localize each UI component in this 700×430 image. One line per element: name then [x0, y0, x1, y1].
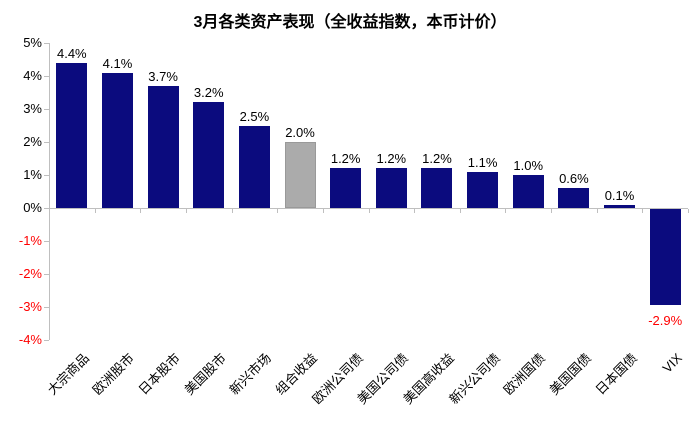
y-axis-label: 5% — [23, 35, 42, 50]
x-axis-tick — [322, 209, 324, 213]
bar-新兴市场 — [238, 125, 270, 208]
bar-value-label: 1.2% — [422, 151, 452, 167]
bar-美国公司债 — [375, 168, 407, 208]
bar-value-label: 1.2% — [376, 151, 407, 167]
x-axis-line — [49, 208, 688, 209]
bar-value-label: 2.5% — [239, 108, 270, 124]
bar-日本股市 — [147, 85, 179, 208]
y-axis-tick — [44, 340, 49, 341]
y-axis-label: 4% — [23, 68, 42, 83]
bar-value-label: 4.1% — [102, 55, 133, 71]
x-axis-tick — [231, 209, 233, 213]
bar-大宗商品 — [56, 62, 88, 208]
bar-组合收益 — [284, 142, 316, 208]
x-axis-tick — [368, 209, 370, 213]
x-axis-tick — [94, 209, 96, 213]
y-axis-label: -2% — [18, 266, 42, 281]
y-axis-tick — [44, 109, 49, 110]
x-axis-tick — [140, 209, 142, 213]
y-axis-tick — [44, 76, 49, 77]
x-axis-tick — [596, 209, 598, 213]
x-axis-tick — [642, 209, 644, 213]
x-axis-tick — [49, 209, 50, 213]
bar-VIX — [649, 209, 681, 305]
y-axis-tick — [44, 142, 49, 143]
bar-value-label: 1.0% — [513, 158, 544, 173]
x-axis-tick — [551, 209, 553, 213]
bar-value-label: 2.0% — [285, 125, 315, 140]
y-axis-label: 0% — [23, 200, 42, 215]
x-axis-tick — [688, 209, 689, 213]
bar-欧洲公司债 — [330, 168, 362, 208]
x-axis-tick — [459, 209, 461, 213]
bar-value-label: 0.1% — [604, 187, 635, 203]
bar-欧洲股市 — [101, 72, 133, 208]
bar-美国国债 — [558, 188, 590, 208]
y-axis-tick — [44, 307, 49, 308]
bar-value-label: 4.4% — [56, 45, 87, 61]
y-axis-label: -1% — [18, 233, 42, 248]
x-axis-tick — [414, 209, 416, 213]
y-axis-label: 1% — [23, 167, 42, 182]
y-axis-tick — [44, 43, 49, 44]
y-axis-label: 2% — [23, 134, 42, 149]
y-axis-line — [49, 43, 50, 340]
bar-value-label: 1.1% — [467, 154, 498, 170]
y-axis-label: -4% — [18, 332, 42, 347]
x-axis-tick — [277, 209, 279, 213]
y-axis-tick — [44, 208, 49, 209]
bar-新兴公司债 — [467, 171, 499, 208]
bar-美国股市 — [193, 102, 225, 208]
bar-value-label: 3.7% — [148, 68, 178, 84]
y-axis-label: -3% — [18, 299, 42, 314]
y-axis-tick — [44, 274, 49, 275]
bar-欧洲国债 — [512, 175, 544, 208]
y-axis-label: 3% — [23, 101, 42, 116]
bar-value-label: 0.6% — [559, 171, 589, 187]
bar-日本国债 — [604, 204, 636, 208]
bar-value-label: 3.2% — [193, 85, 224, 101]
bar-value-label: 1.2% — [330, 151, 361, 167]
bar-美国高收益 — [421, 168, 453, 208]
bar-value-label: -2.9% — [648, 312, 683, 328]
chart-title: 3月各类资产表现（全收益指数，本币计价） — [193, 14, 507, 31]
x-axis-tick — [505, 209, 507, 213]
x-axis-tick — [185, 209, 187, 213]
y-axis-tick — [44, 175, 49, 176]
y-axis-tick — [44, 241, 49, 242]
